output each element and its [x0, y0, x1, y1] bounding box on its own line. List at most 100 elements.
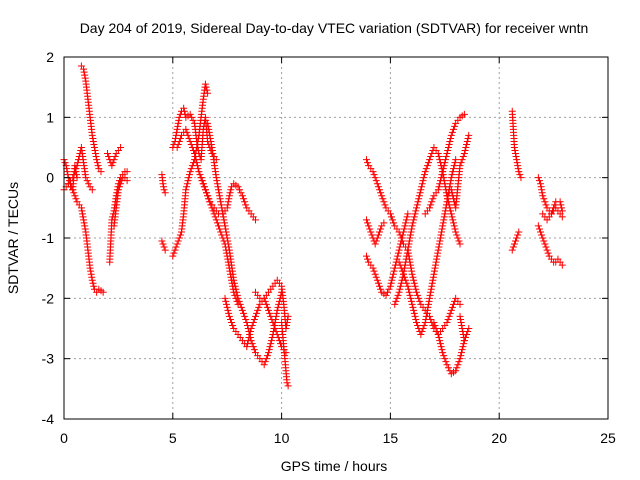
data-point: [63, 168, 71, 176]
data-point: [93, 156, 101, 164]
series-trace-30: [534, 174, 566, 221]
data-point: [411, 282, 419, 290]
data-point: [405, 237, 413, 245]
data-point: [117, 180, 125, 188]
data-point: [442, 156, 450, 164]
data-point: [362, 252, 370, 260]
data-point: [450, 222, 458, 230]
data-point: [401, 273, 409, 281]
x-tick-label: 10: [274, 430, 290, 446]
data-point: [203, 189, 211, 197]
data-point: [241, 312, 249, 320]
data-point: [410, 279, 418, 287]
series-trace-6: [106, 168, 131, 266]
data-point: [245, 334, 253, 342]
data-point: [452, 228, 460, 236]
data-point: [512, 153, 520, 161]
data-point: [373, 180, 381, 188]
series-trace-9: [158, 237, 169, 254]
data-point: [517, 174, 525, 182]
data-point: [364, 219, 372, 227]
data-point: [72, 195, 80, 203]
data-point: [407, 228, 415, 236]
data-point: [408, 222, 416, 230]
data-point: [401, 222, 409, 230]
data-point: [440, 213, 448, 221]
data-point: [201, 186, 209, 194]
data-point: [510, 240, 518, 248]
data-point: [80, 219, 88, 227]
y-tick-label: -4: [42, 411, 55, 427]
data-point: [433, 252, 441, 260]
data-point: [463, 137, 471, 145]
data-point: [174, 237, 182, 245]
data-point: [246, 331, 254, 339]
data-point: [224, 198, 232, 206]
data-point: [241, 198, 249, 206]
data-point: [242, 315, 250, 323]
data-point: [463, 140, 471, 148]
data-point: [175, 137, 183, 145]
data-point: [456, 240, 464, 248]
data-point: [430, 318, 438, 326]
data-point: [437, 343, 445, 351]
data-point: [175, 113, 183, 121]
data-point: [80, 65, 88, 73]
data-point: [448, 128, 456, 136]
data-point: [180, 107, 188, 115]
data-point: [543, 246, 551, 254]
data-point: [429, 195, 437, 203]
data-point: [373, 234, 381, 242]
data-point: [207, 137, 215, 145]
data-point: [251, 216, 259, 224]
data-point: [450, 165, 458, 173]
data-point: [424, 159, 432, 167]
data-point: [420, 174, 428, 182]
data-point: [410, 306, 418, 314]
data-point: [402, 276, 410, 284]
data-point: [88, 276, 96, 284]
data-point: [205, 128, 213, 136]
data-point: [249, 318, 257, 326]
data-point: [206, 134, 214, 142]
data-point: [371, 270, 379, 278]
series-trace-23: [421, 110, 468, 218]
data-point: [389, 216, 397, 224]
data-point: [539, 234, 547, 242]
data-point: [251, 312, 259, 320]
series-trace-8: [158, 171, 169, 197]
data-point: [235, 297, 243, 305]
y-tick-label: -1: [42, 230, 55, 246]
data-point: [438, 228, 446, 236]
data-point: [201, 80, 209, 88]
data-point: [172, 243, 180, 251]
data-point: [380, 219, 388, 227]
data-point: [213, 219, 221, 227]
data-point: [446, 183, 454, 191]
data-point: [423, 309, 431, 317]
data-point: [115, 183, 123, 191]
data-point: [248, 321, 256, 329]
data-point: [362, 156, 370, 164]
data-point: [514, 162, 522, 170]
data-point: [216, 192, 224, 200]
data-point: [193, 159, 201, 167]
data-point: [367, 228, 375, 236]
data-point: [458, 156, 466, 164]
data-point: [207, 140, 215, 148]
data-point: [457, 349, 465, 357]
data-point: [117, 144, 125, 151]
data-point: [515, 168, 523, 176]
data-point: [409, 219, 417, 227]
data-point: [417, 186, 425, 194]
data-point: [284, 315, 292, 323]
data-point: [431, 264, 439, 272]
data-point: [196, 171, 204, 179]
data-point: [191, 153, 199, 161]
data-point: [408, 270, 416, 278]
data-point: [434, 150, 442, 158]
data-point: [435, 243, 443, 251]
data-point: [222, 228, 230, 236]
data-point: [237, 303, 245, 311]
data-point: [228, 318, 236, 326]
